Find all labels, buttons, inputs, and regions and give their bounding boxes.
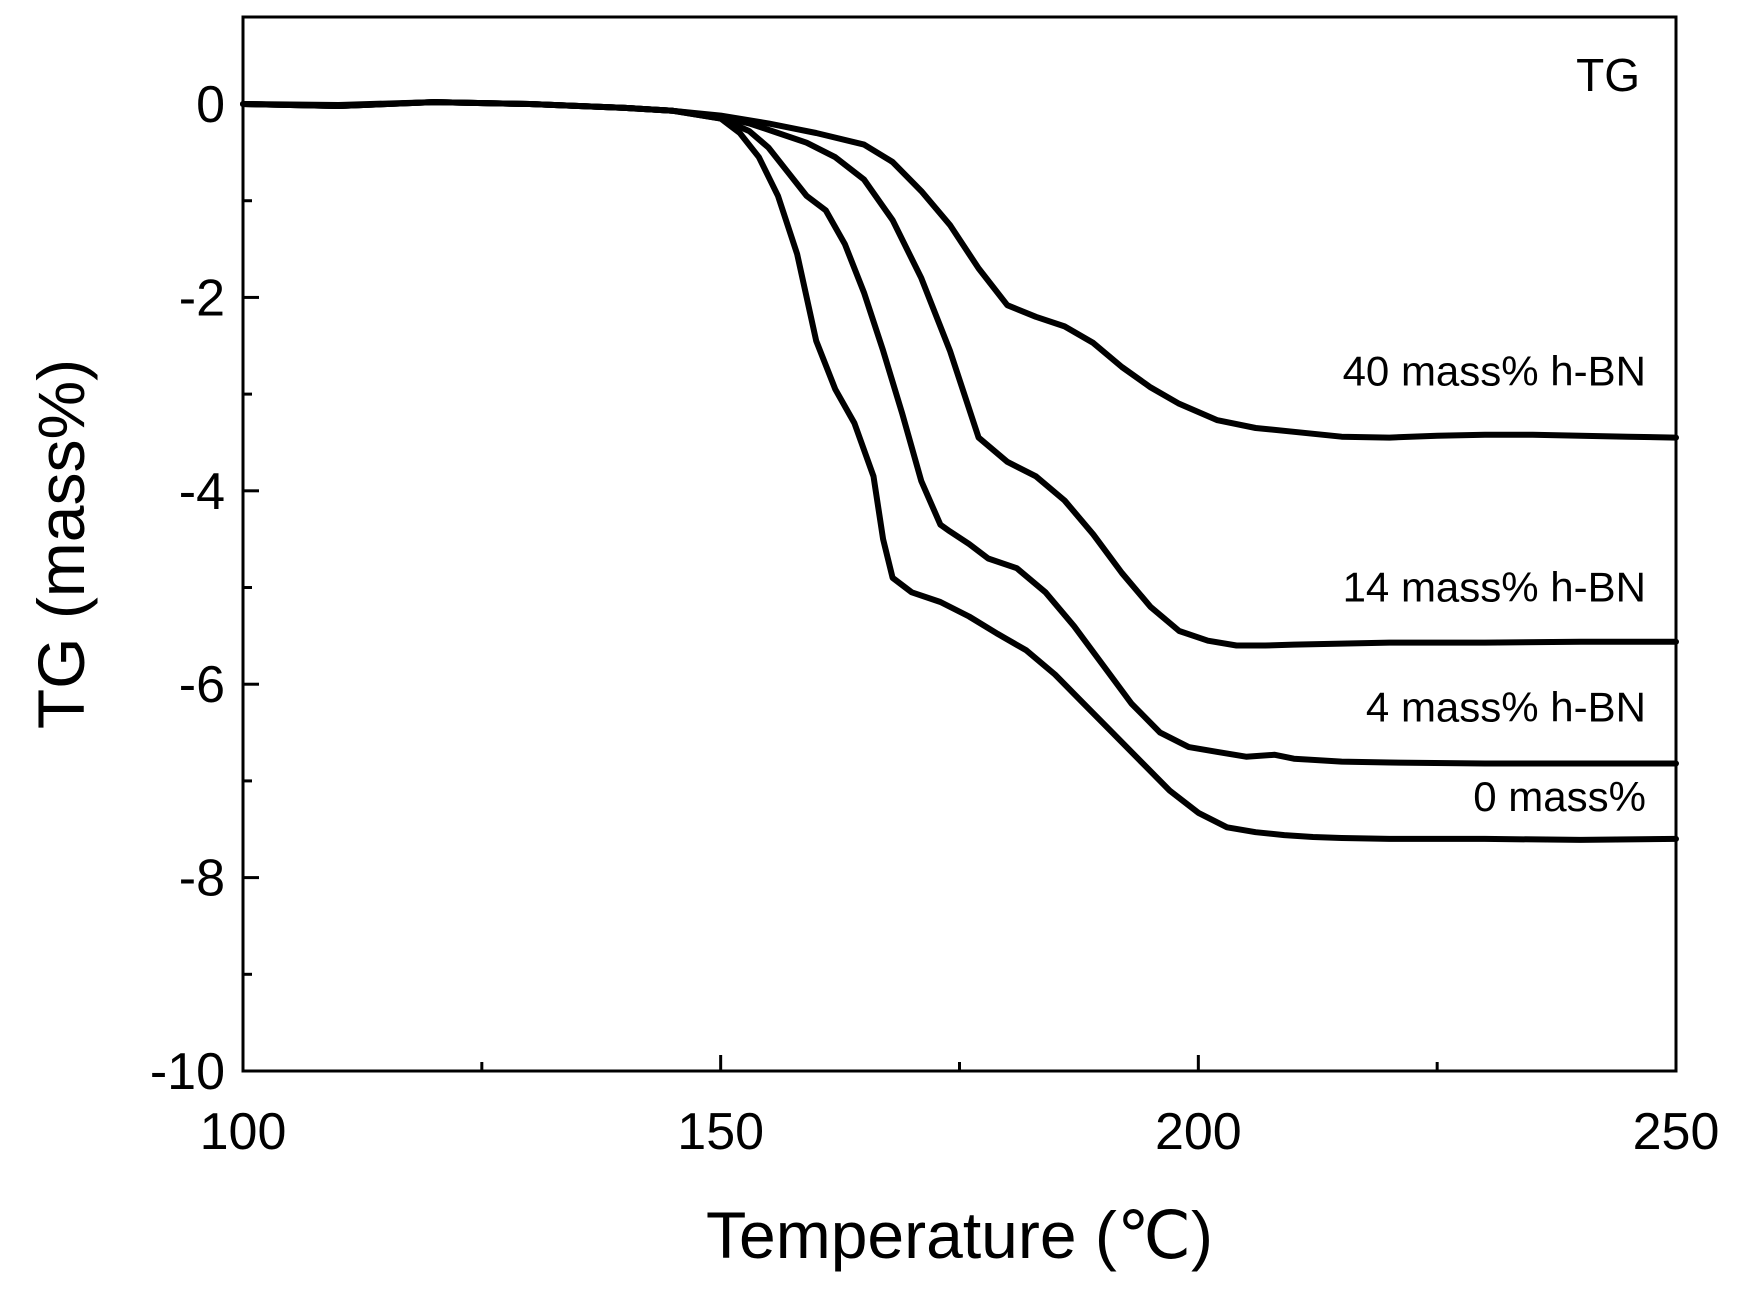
series-line-3 [240,99,1679,843]
y-tick-label: 0 [196,76,225,134]
y-tick-label: -8 [179,850,225,908]
series-label-3: 0 mass% [1473,773,1646,820]
annotation-layer: 40 mass% h-BN 14 mass% h-BN 4 mass% h-BN 0 … [1343,348,1646,820]
x-tick-label: 200 [1155,1103,1242,1161]
plot-area-frame [241,15,1678,1073]
x-tick-label: 250 [1633,1103,1720,1161]
y-axis-ticks: 0 -2 -4 -6 -8 -10 [150,76,259,1101]
series-label-1: 14 mass% h-BN [1343,564,1646,611]
x-tick-label: 100 [200,1103,287,1161]
panel-label: TG [1576,49,1640,101]
y-tick-label: -4 [179,463,225,521]
series-layer [240,99,1679,843]
y-tick-label: -10 [150,1043,225,1101]
x-axis-title: Temperature (℃) [706,1198,1213,1272]
series-label-2: 4 mass% h-BN [1366,684,1646,731]
y-tick-label: -2 [179,269,225,327]
x-axis-ticks: 100 150 200 250 [200,1055,1720,1161]
y-axis-title: TG (mass%) [24,359,98,729]
y-tick-label: -6 [179,656,225,714]
series-label-0: 40 mass% h-BN [1343,348,1646,395]
x-tick-label: 150 [677,1103,764,1161]
